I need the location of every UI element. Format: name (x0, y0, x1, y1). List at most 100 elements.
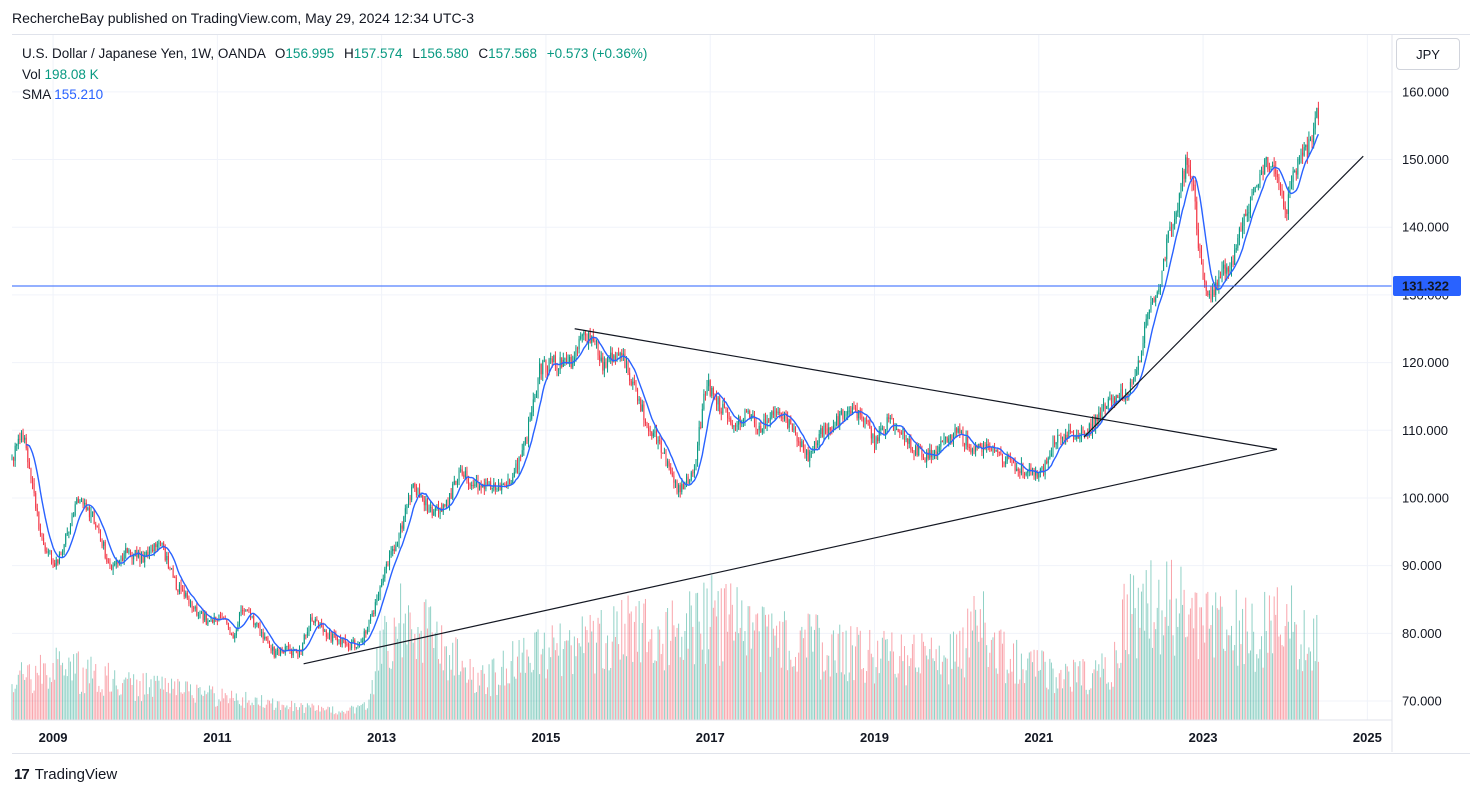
candle-body (1246, 213, 1248, 216)
footer-logo[interactable]: 17 TradingView (14, 766, 117, 783)
volume-bar (68, 657, 70, 720)
candle-body (1251, 192, 1253, 201)
volume-bar (513, 676, 515, 720)
volume-label[interactable]: Vol (22, 66, 41, 82)
volume-bar (319, 711, 321, 720)
candle-body (828, 427, 830, 434)
candle-body (1036, 471, 1038, 478)
volume-bar (613, 606, 615, 720)
candle-body (259, 626, 261, 634)
candle-body (682, 484, 684, 490)
candle-body (480, 485, 482, 488)
volume-bar (430, 606, 432, 720)
candle-body (1256, 186, 1258, 188)
volume-bar (638, 601, 640, 720)
volume-bar (1061, 688, 1063, 720)
candle-body (308, 627, 310, 632)
candle-body (1279, 182, 1281, 189)
candle-body (81, 500, 83, 502)
candle-body (545, 360, 547, 373)
candle-body (1074, 438, 1076, 440)
candle-body (733, 425, 735, 427)
candle-body (163, 542, 165, 548)
volume-bar (292, 711, 294, 720)
candle-body (313, 620, 315, 623)
volume-bar (1248, 653, 1250, 720)
volume-bar (862, 667, 864, 720)
trendline[interactable] (574, 328, 1278, 450)
candle-body (1147, 313, 1149, 319)
candle-body (1219, 276, 1221, 279)
volume-bar (569, 630, 571, 720)
candle-body (414, 483, 416, 487)
candle-body (1249, 200, 1251, 212)
candle-body (837, 416, 839, 426)
candle-body (776, 411, 778, 414)
volume-bar (785, 620, 787, 720)
candle-body (935, 451, 937, 454)
candle-body (123, 553, 125, 561)
volume-bar (268, 700, 270, 720)
candle-body (287, 645, 289, 647)
candle-body (63, 544, 65, 553)
candle-body (572, 362, 574, 368)
candle-body (73, 515, 75, 517)
volume-bar (818, 627, 820, 720)
volume-bar (158, 680, 160, 720)
sma-label[interactable]: SMA (22, 87, 51, 102)
volume-bar (235, 693, 237, 720)
trendline[interactable] (303, 448, 1278, 665)
volume-bar (376, 648, 378, 720)
candle-body (330, 631, 332, 642)
volume-bar (1036, 650, 1038, 720)
candle-body (38, 511, 40, 530)
candle-body (600, 357, 602, 361)
candle-body (1159, 284, 1161, 290)
volume-bar (719, 665, 721, 720)
volume-bar (370, 693, 372, 720)
candle-body (227, 623, 229, 628)
currency-button[interactable]: JPY (1396, 38, 1460, 70)
volume-bar (674, 636, 676, 720)
volume-bar (273, 709, 275, 720)
symbol-label[interactable]: U.S. Dollar / Japanese Yen, 1W, OANDA (22, 46, 266, 61)
candle-body (807, 450, 809, 462)
candle-body (1099, 412, 1101, 418)
candle-body (1090, 423, 1092, 433)
candle-body (57, 559, 59, 564)
volume-bar (757, 613, 759, 720)
volume-bar (695, 593, 697, 720)
time-tick-label: 2019 (860, 730, 889, 745)
trendline[interactable] (1083, 155, 1364, 438)
candle-body (1155, 297, 1157, 302)
volume-bar (621, 600, 623, 720)
sma-line (25, 133, 1320, 652)
candle-body (889, 418, 891, 419)
candle-body (989, 445, 991, 450)
candle-body (71, 516, 73, 527)
volume-bar (438, 659, 440, 720)
candle-body (998, 452, 1000, 453)
volume-bar (575, 656, 577, 720)
candle-body (734, 425, 736, 427)
volume-bar (646, 652, 648, 720)
candle-body (442, 504, 444, 512)
volume-bar (114, 670, 116, 720)
price-tick-label: 120.000 (1402, 355, 1449, 370)
volume-bar (640, 662, 642, 720)
volume-bar (681, 636, 683, 720)
volume-bar (357, 705, 359, 720)
volume-bar (883, 630, 885, 720)
candle-body (1163, 258, 1165, 271)
volume-bar (1196, 592, 1198, 720)
volume-bar (330, 712, 332, 720)
candle-body (186, 592, 188, 599)
candle-body (267, 638, 269, 644)
candle-body (795, 428, 797, 435)
candle-body (1208, 294, 1210, 295)
candle-body (245, 610, 247, 612)
volume-bar (220, 701, 222, 720)
candle-body (1109, 398, 1111, 400)
volume-bar (174, 681, 176, 720)
